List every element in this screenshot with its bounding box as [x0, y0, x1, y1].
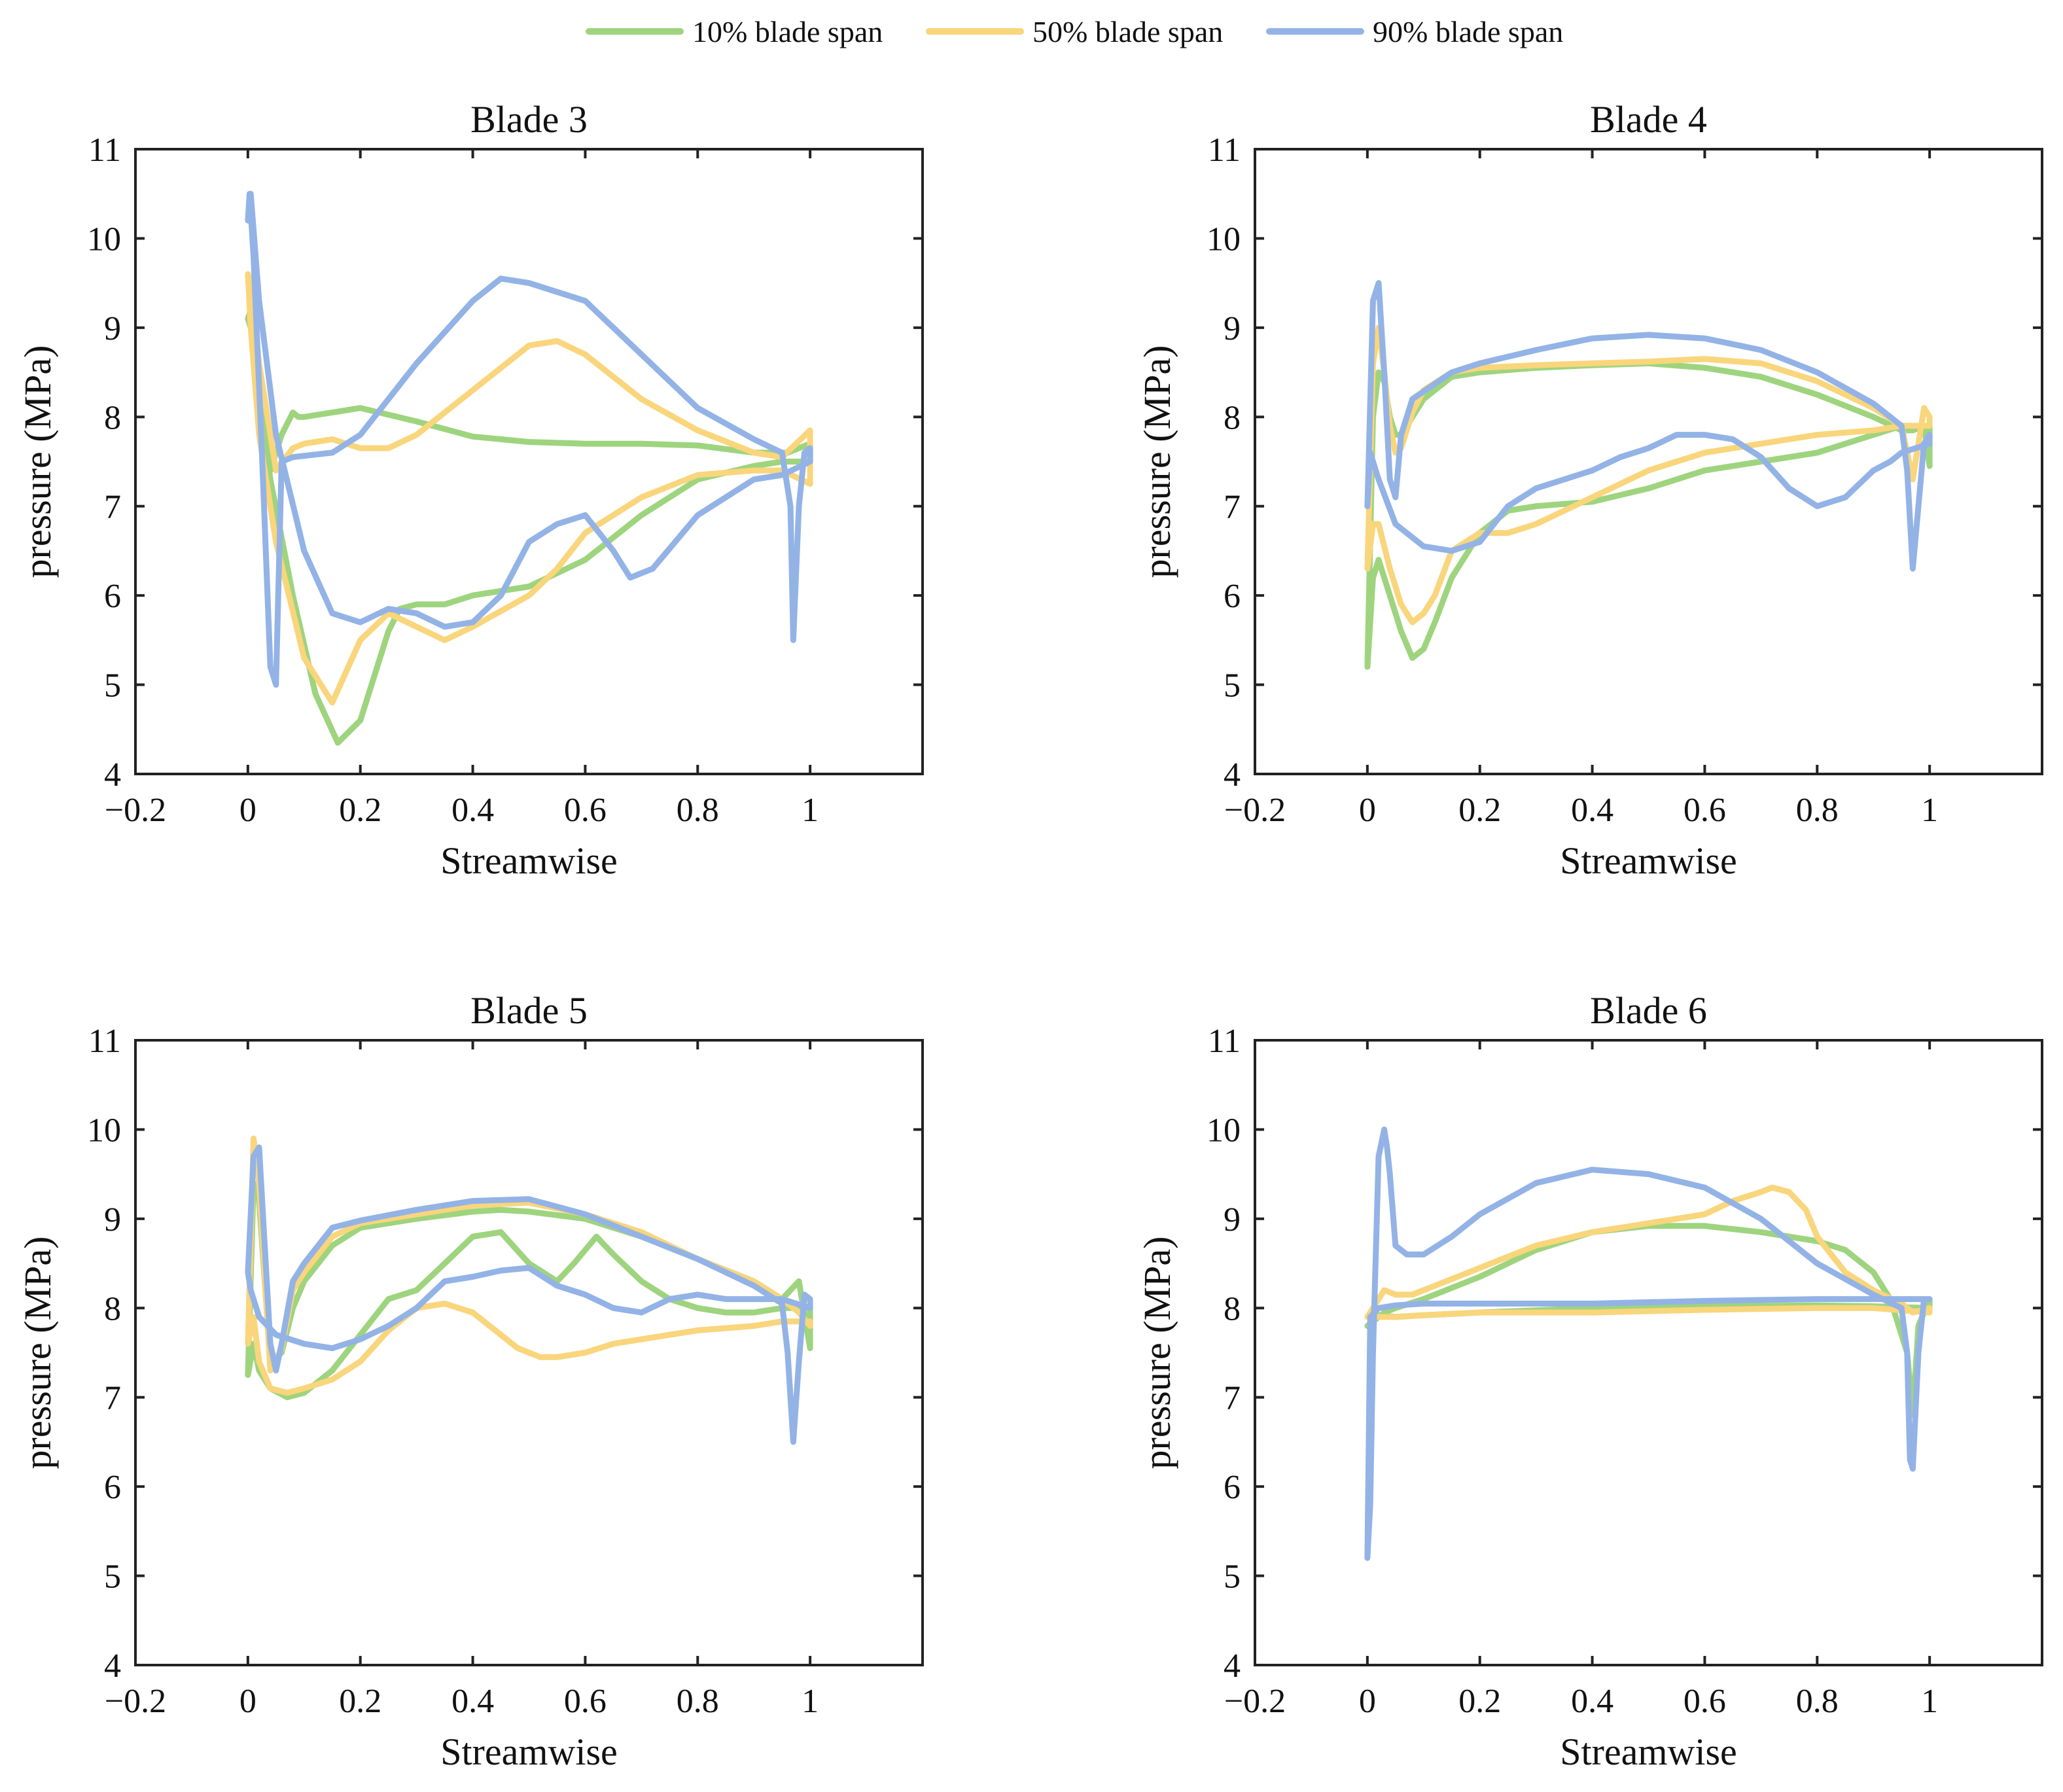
chart-panel-2: Blade 4 −0.2 0 0.2 0.4 0.6 0.8 1 4 5 6 7 8 9 10 11 Strea…: [1136, 98, 2043, 882]
y-axis-label: pressure (MPa): [1136, 345, 1178, 578]
series-line-90-blade-span: [245, 190, 813, 688]
y-tick-label: 8: [1224, 399, 1241, 436]
x-tick-label: 0.2: [1458, 792, 1501, 829]
x-tick-label: 0.8: [1796, 1683, 1839, 1720]
y-tick-label: 9: [1224, 310, 1241, 347]
chart-title: Blade 5: [470, 989, 588, 1032]
x-tick-label: 0.8: [677, 792, 719, 829]
x-axis-label: Streamwise: [440, 1731, 618, 1773]
y-tick-label: 7: [104, 489, 121, 526]
series-line-50-blade-span: [1364, 325, 1933, 625]
y-tick-label: 4: [1224, 756, 1241, 794]
y-axis-label: pressure (MPa): [1136, 1237, 1178, 1469]
chart-title: Blade 4: [1590, 98, 1707, 141]
chart-panel-4: Blade 6 −0.2 0 0.2 0.4 0.6 0.8 1 4 5 6 7 8 9 10 11 Strea…: [1136, 989, 2043, 1773]
y-axis-label: pressure (MPa): [16, 1237, 59, 1469]
series-line-50-blade-span: [245, 271, 813, 706]
panels: Blade 3−0.2 0 0.2 0.4 0.6 0.8 14567891011Strea…: [16, 98, 2043, 1773]
y-tick-label: 4: [1224, 1647, 1241, 1685]
x-tick-label: 0.4: [1571, 1683, 1613, 1720]
y-tick-label: 8: [104, 399, 121, 436]
x-axis-label: Streamwise: [1560, 839, 1737, 882]
y-tick-label: 10: [1207, 220, 1241, 258]
plot-frame: [134, 1039, 924, 1666]
x-tick-label: 0: [239, 792, 256, 829]
y-tick-label: 11: [88, 132, 121, 169]
x-tick-label: 0.2: [1458, 1683, 1501, 1720]
x-tick-label: 1: [802, 792, 819, 829]
x-tick-label: −0.2: [105, 792, 166, 829]
y-tick-label: 11: [1208, 132, 1241, 169]
y-axis-label: pressure (MPa): [16, 345, 59, 578]
legend-label-50: 50% blade span: [1032, 15, 1223, 48]
y-tick-label: 9: [104, 1201, 121, 1239]
x-tick-label: 0.6: [1684, 1683, 1726, 1720]
series-line-90-blade-span: [245, 1144, 813, 1445]
y-tick-label: 8: [1224, 1290, 1241, 1327]
series-line-90-blade-span: [1364, 1126, 1933, 1561]
chart-title: Blade 6: [1590, 989, 1707, 1032]
plot-frame: [1254, 1039, 2043, 1666]
chart-panel-3: Blade 5 −0.2 0 0.2 0.4 0.6 0.8 1 4 5 6 7 8 9 10 11 Strea…: [16, 989, 924, 1773]
y-tick-label: 10: [1207, 1112, 1241, 1149]
x-tick-label: 0.6: [564, 1683, 607, 1720]
plot-frame: [1254, 148, 2043, 775]
x-tick-label: 0.4: [1571, 792, 1613, 829]
y-tick-label: 9: [1224, 1201, 1241, 1239]
chart-panel-1: Blade 3 −0.2 0 0.2 0.4 0.6 0.8 1 4 5 6 7 8 9 10 11 Strea…: [16, 98, 924, 882]
y-tick-label: 4: [104, 756, 121, 794]
y-tick-label: 6: [104, 1469, 121, 1506]
series-line-90-blade-span: [1364, 280, 1933, 572]
x-tick-label: 0.4: [451, 1683, 494, 1720]
legend: 10% blade span 50% blade span 90% blade …: [586, 15, 1563, 48]
x-tick-label: 1: [1921, 1683, 1938, 1720]
y-tick-label: 6: [104, 578, 121, 615]
x-tick-label: 0: [239, 1683, 256, 1720]
y-tick-label: 11: [88, 1023, 121, 1060]
y-tick-label: 8: [104, 1290, 121, 1327]
y-tick-label: 5: [1224, 1558, 1241, 1596]
y-tick-label: 6: [1224, 1469, 1241, 1506]
y-tick-label: 7: [1224, 1380, 1241, 1417]
x-tick-label: 0.2: [339, 792, 381, 829]
x-tick-label: −0.2: [1224, 1683, 1286, 1720]
x-axis-label: Streamwise: [440, 839, 618, 882]
series-line-10-blade-span: [1364, 360, 1933, 670]
y-tick-label: 5: [104, 667, 121, 705]
y-tick-label: 4: [104, 1647, 121, 1685]
y-tick-label: 7: [104, 1380, 121, 1417]
x-tick-label: −0.2: [1224, 792, 1286, 829]
y-tick-label: 10: [87, 220, 121, 258]
x-tick-label: 0.6: [564, 792, 607, 829]
x-tick-label: 0.2: [339, 1683, 381, 1720]
legend-label-10: 10% blade span: [692, 15, 883, 48]
series-line-50-blade-span: [1364, 1184, 1933, 1320]
series-line-50-blade-span: [245, 1135, 813, 1396]
x-tick-label: 1: [1921, 792, 1938, 829]
y-tick-label: 5: [104, 1558, 121, 1596]
x-tick-label: 0: [1359, 792, 1376, 829]
series-line-10-blade-span: [245, 1180, 813, 1401]
x-tick-label: 0.6: [1684, 792, 1726, 829]
y-tick-label: 5: [1224, 667, 1241, 705]
x-tick-label: 0.8: [1796, 792, 1839, 829]
x-tick-label: −0.2: [105, 1683, 166, 1720]
x-axis-label: Streamwise: [1560, 1731, 1737, 1773]
series-line-10-blade-span: [1364, 1223, 1933, 1418]
y-tick-label: 10: [87, 1112, 121, 1149]
x-tick-label: 0.8: [677, 1683, 719, 1720]
legend-label-90: 90% blade span: [1373, 15, 1563, 48]
plot-frame: [134, 148, 924, 775]
series-line-10-blade-span: [245, 307, 813, 746]
y-tick-label: 11: [1208, 1023, 1241, 1060]
y-tick-label: 6: [1224, 578, 1241, 615]
x-tick-label: 0.4: [451, 792, 494, 829]
y-tick-label: 9: [104, 310, 121, 347]
x-tick-label: 1: [802, 1683, 819, 1720]
x-tick-label: 0: [1359, 1683, 1376, 1720]
y-tick-label: 7: [1224, 489, 1241, 526]
chart-title: Blade 3: [470, 98, 588, 141]
